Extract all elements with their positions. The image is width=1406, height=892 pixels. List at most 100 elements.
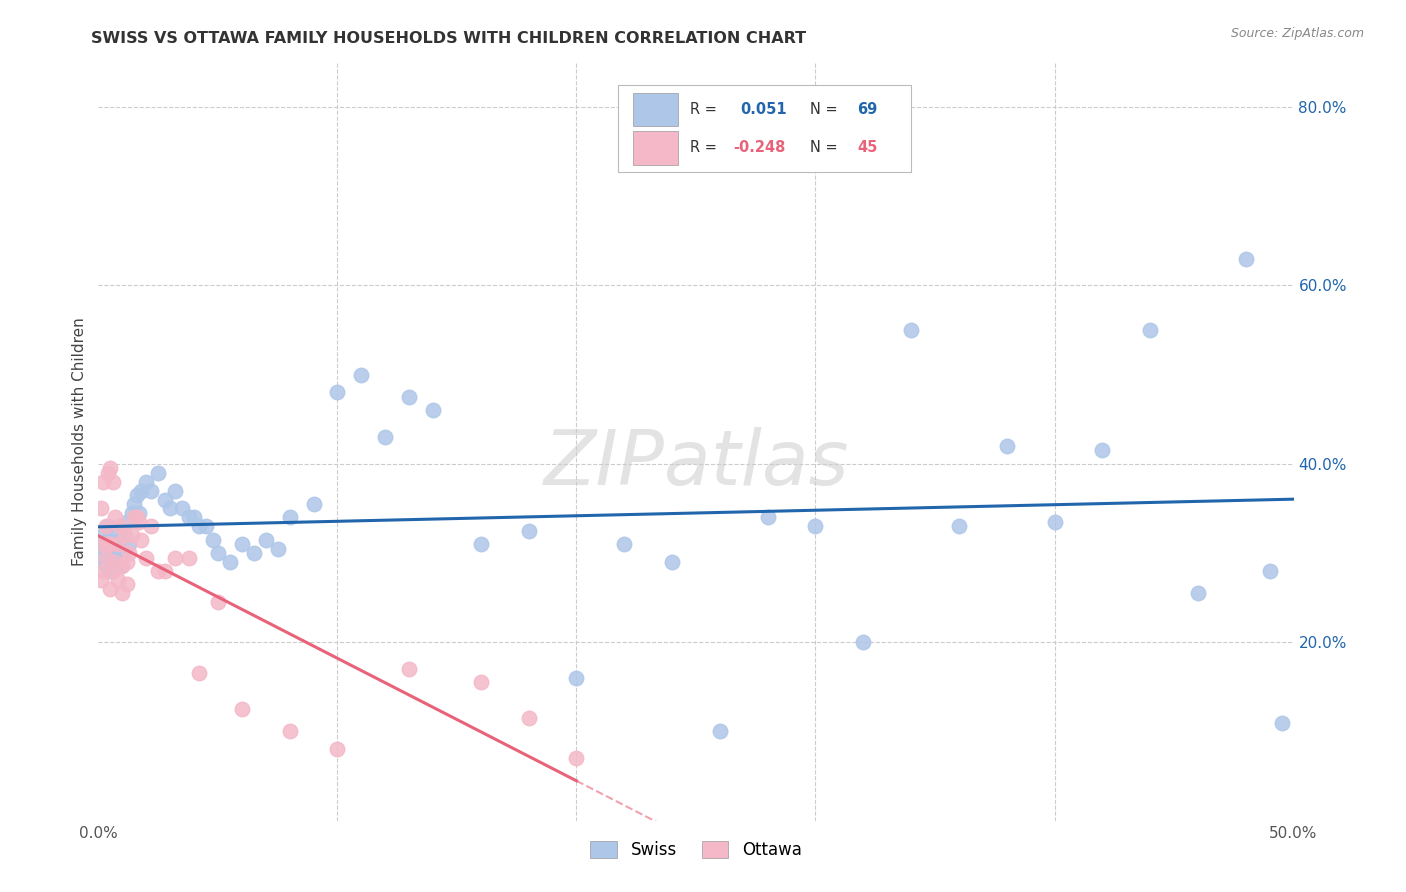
Point (661, 555, 683, 569)
Point (121, 506, 143, 520)
Point (128, 506, 150, 520)
Point (114, 528, 136, 542)
Point (98, 582, 122, 596)
Point (98, 564, 122, 578)
Point (326, 385, 349, 400)
Point (565, 671, 588, 685)
Text: N =: N = (810, 102, 837, 117)
Point (101, 475, 124, 489)
Point (108, 533, 131, 547)
Point (517, 524, 540, 538)
Point (104, 524, 127, 538)
Text: Source: ZipAtlas.com: Source: ZipAtlas.com (1230, 27, 1364, 40)
Point (135, 475, 157, 489)
Point (90, 573, 112, 587)
Point (125, 510, 148, 524)
Point (1271, 715, 1294, 730)
Point (187, 519, 209, 533)
Point (98, 537, 122, 551)
Point (470, 675, 492, 690)
Point (267, 541, 290, 556)
Point (101, 564, 124, 578)
Point (94, 519, 117, 533)
Point (125, 488, 148, 502)
Point (90, 501, 112, 516)
Legend: Swiss, Ottawa: Swiss, Ottawa (583, 834, 808, 865)
Point (1187, 586, 1209, 600)
Point (115, 577, 138, 591)
Point (139, 519, 162, 533)
Point (148, 466, 170, 480)
Point (121, 528, 143, 542)
Text: 45: 45 (858, 140, 877, 155)
Point (107, 573, 129, 587)
Point (97, 466, 120, 480)
Point (219, 555, 242, 569)
Point (202, 533, 225, 547)
Point (159, 501, 181, 516)
Point (118, 537, 141, 551)
Point (94, 550, 117, 565)
Point (187, 666, 209, 681)
Point (302, 497, 325, 511)
Point (115, 555, 138, 569)
Text: ZIPatlas: ZIPatlas (543, 427, 849, 501)
Point (107, 541, 129, 556)
Point (97, 537, 120, 551)
Point (97, 519, 120, 533)
Point (470, 537, 492, 551)
Point (179, 550, 201, 565)
Point (91, 550, 114, 565)
Point (231, 702, 253, 716)
Point (128, 515, 150, 529)
Point (90, 537, 112, 551)
Point (111, 586, 134, 600)
FancyBboxPatch shape (633, 93, 678, 126)
Point (91, 537, 114, 551)
Point (195, 519, 218, 533)
Text: 69: 69 (858, 102, 877, 117)
Point (1091, 443, 1114, 458)
Point (1234, 252, 1257, 266)
Point (231, 537, 253, 551)
Point (350, 368, 373, 382)
Point (104, 510, 127, 524)
Point (131, 533, 153, 547)
Point (565, 751, 588, 765)
Point (131, 483, 153, 498)
Point (115, 515, 138, 529)
Point (172, 501, 194, 516)
Point (104, 555, 127, 569)
Point (398, 662, 420, 676)
Point (1139, 323, 1161, 337)
Point (995, 439, 1018, 453)
Point (1043, 515, 1066, 529)
Point (91, 475, 114, 489)
Point (124, 497, 146, 511)
Point (108, 559, 131, 574)
Point (254, 533, 277, 547)
Point (97, 533, 120, 547)
Point (613, 537, 636, 551)
Point (107, 555, 129, 569)
Point (163, 550, 186, 565)
Point (111, 559, 134, 574)
Point (124, 510, 146, 524)
Point (135, 550, 157, 565)
Point (278, 724, 301, 739)
Text: R =: R = (690, 102, 717, 117)
Point (179, 510, 201, 524)
Point (101, 550, 124, 565)
Point (107, 537, 129, 551)
Point (422, 403, 444, 417)
Point (374, 430, 396, 444)
Point (709, 724, 731, 739)
Point (207, 595, 229, 609)
FancyBboxPatch shape (619, 85, 911, 172)
FancyBboxPatch shape (633, 131, 678, 164)
Y-axis label: Family Households with Children: Family Households with Children (72, 318, 87, 566)
Point (118, 546, 141, 560)
Point (98, 461, 122, 475)
Text: R =: R = (690, 140, 717, 155)
Point (155, 492, 177, 507)
